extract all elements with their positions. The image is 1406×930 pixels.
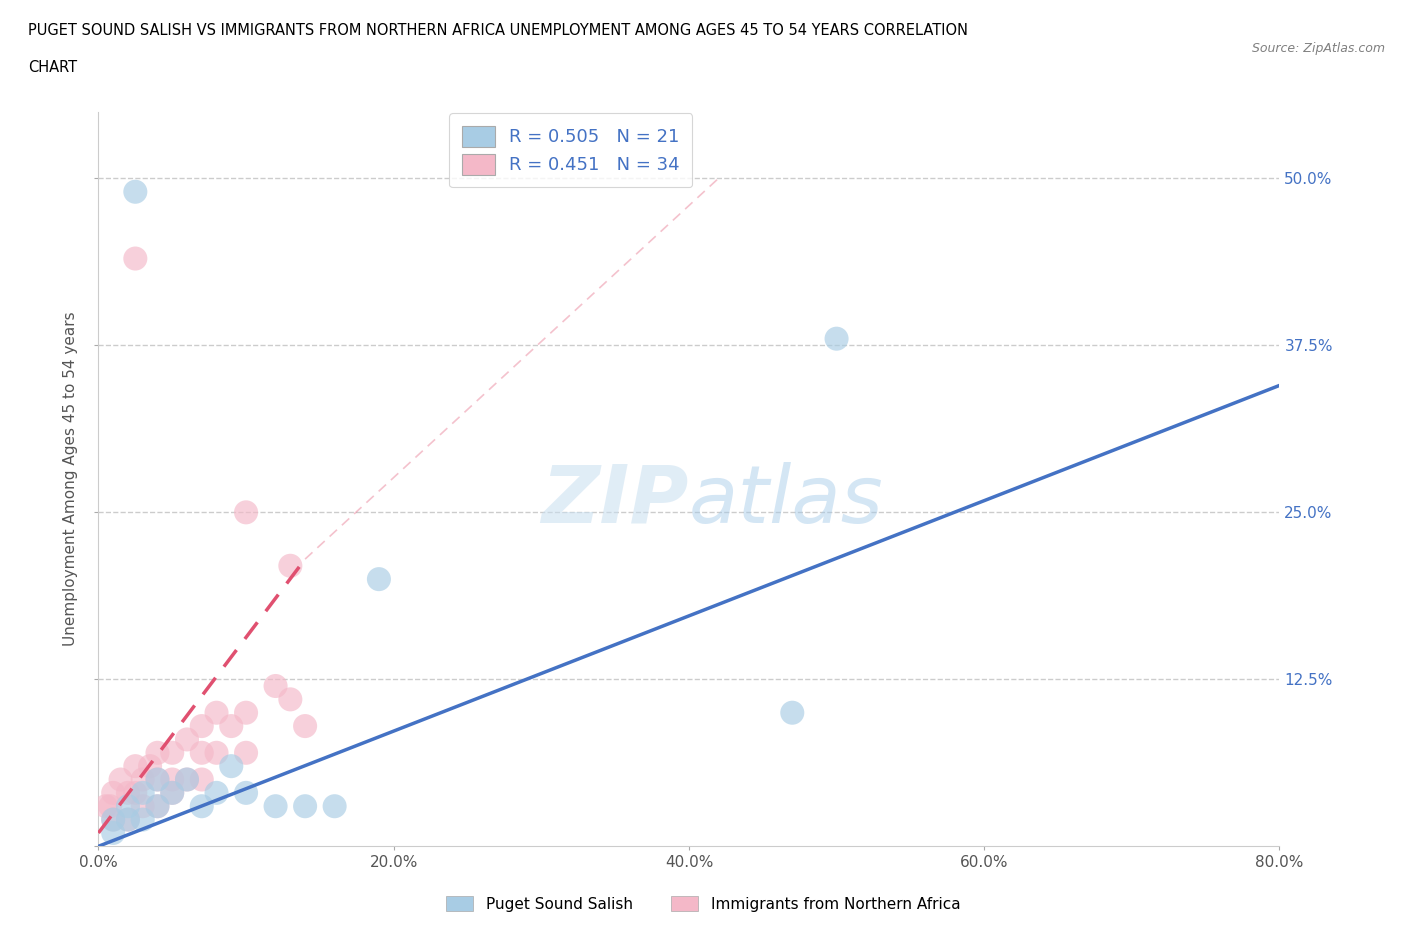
- Point: [191, 799, 214, 814]
- Point: [110, 772, 132, 787]
- Point: [162, 786, 183, 801]
- Point: [98, 799, 121, 814]
- Point: [176, 772, 198, 787]
- Point: [162, 745, 183, 760]
- Point: [146, 745, 169, 760]
- Point: [191, 745, 214, 760]
- Point: [162, 772, 183, 787]
- Point: [278, 558, 302, 573]
- Point: [205, 745, 228, 760]
- Point: [205, 786, 228, 801]
- Point: [235, 745, 257, 760]
- Point: [191, 719, 214, 734]
- Point: [219, 759, 242, 774]
- Point: [146, 772, 169, 787]
- Point: [94, 799, 117, 814]
- Point: [146, 799, 169, 814]
- Text: PUGET SOUND SALISH VS IMMIGRANTS FROM NORTHERN AFRICA UNEMPLOYMENT AMONG AGES 45: PUGET SOUND SALISH VS IMMIGRANTS FROM NO…: [28, 23, 969, 38]
- Point: [825, 331, 848, 346]
- Text: ZIP: ZIP: [541, 462, 689, 540]
- Point: [235, 505, 257, 520]
- Point: [124, 251, 146, 266]
- Point: [264, 679, 287, 694]
- Point: [117, 812, 139, 827]
- Point: [132, 799, 155, 814]
- Point: [103, 786, 125, 801]
- Point: [205, 705, 228, 720]
- Point: [235, 705, 257, 720]
- Point: [124, 759, 146, 774]
- Point: [124, 786, 146, 801]
- Legend: R = 0.505   N = 21, R = 0.451   N = 34: R = 0.505 N = 21, R = 0.451 N = 34: [450, 113, 692, 188]
- Point: [139, 759, 162, 774]
- Point: [294, 799, 316, 814]
- Point: [294, 719, 316, 734]
- Point: [782, 705, 804, 720]
- Point: [103, 826, 125, 841]
- Point: [117, 812, 139, 827]
- Point: [278, 692, 302, 707]
- Point: [219, 719, 242, 734]
- Text: Source: ZipAtlas.com: Source: ZipAtlas.com: [1251, 42, 1385, 55]
- Point: [132, 786, 155, 801]
- Point: [323, 799, 346, 814]
- Text: atlas: atlas: [689, 462, 884, 540]
- Legend: Puget Sound Salish, Immigrants from Northern Africa: Puget Sound Salish, Immigrants from Nort…: [440, 889, 966, 918]
- Point: [117, 799, 139, 814]
- Point: [368, 572, 391, 587]
- Point: [146, 772, 169, 787]
- Point: [103, 812, 125, 827]
- Point: [176, 772, 198, 787]
- Point: [162, 786, 183, 801]
- Point: [132, 812, 155, 827]
- Point: [146, 799, 169, 814]
- Point: [264, 799, 287, 814]
- Point: [117, 786, 139, 801]
- Point: [103, 812, 125, 827]
- Y-axis label: Unemployment Among Ages 45 to 54 years: Unemployment Among Ages 45 to 54 years: [63, 312, 79, 646]
- Point: [235, 786, 257, 801]
- Point: [132, 772, 155, 787]
- Point: [176, 732, 198, 747]
- Point: [191, 772, 214, 787]
- Text: CHART: CHART: [28, 60, 77, 75]
- Point: [124, 184, 146, 199]
